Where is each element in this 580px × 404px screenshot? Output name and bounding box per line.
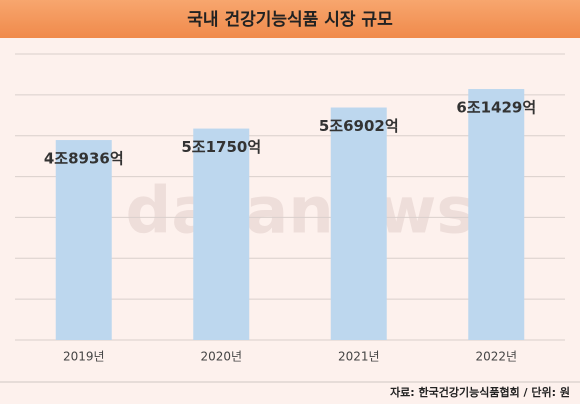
x-tick-label: 2019년 (63, 350, 105, 364)
value-label: 6조1429억 (456, 99, 536, 117)
chart-title: 국내 건강기능식품 시장 규모 (187, 10, 393, 30)
value-label: 5조1750억 (181, 138, 261, 156)
bar (55, 140, 112, 340)
watermark: datanews (126, 175, 475, 249)
x-tick-label: 2022년 (475, 350, 517, 364)
title-bar (0, 0, 580, 38)
x-tick-label: 2021년 (338, 350, 380, 364)
x-tick-label: 2020년 (200, 350, 242, 364)
bar (468, 89, 525, 341)
source: 자료: 한국건강기능식품협회 / 단위: 원 (390, 385, 570, 399)
value-label: 5조6902억 (319, 117, 399, 135)
value-label: 4조8936억 (44, 150, 124, 168)
bar (193, 128, 250, 340)
bar (330, 107, 387, 341)
